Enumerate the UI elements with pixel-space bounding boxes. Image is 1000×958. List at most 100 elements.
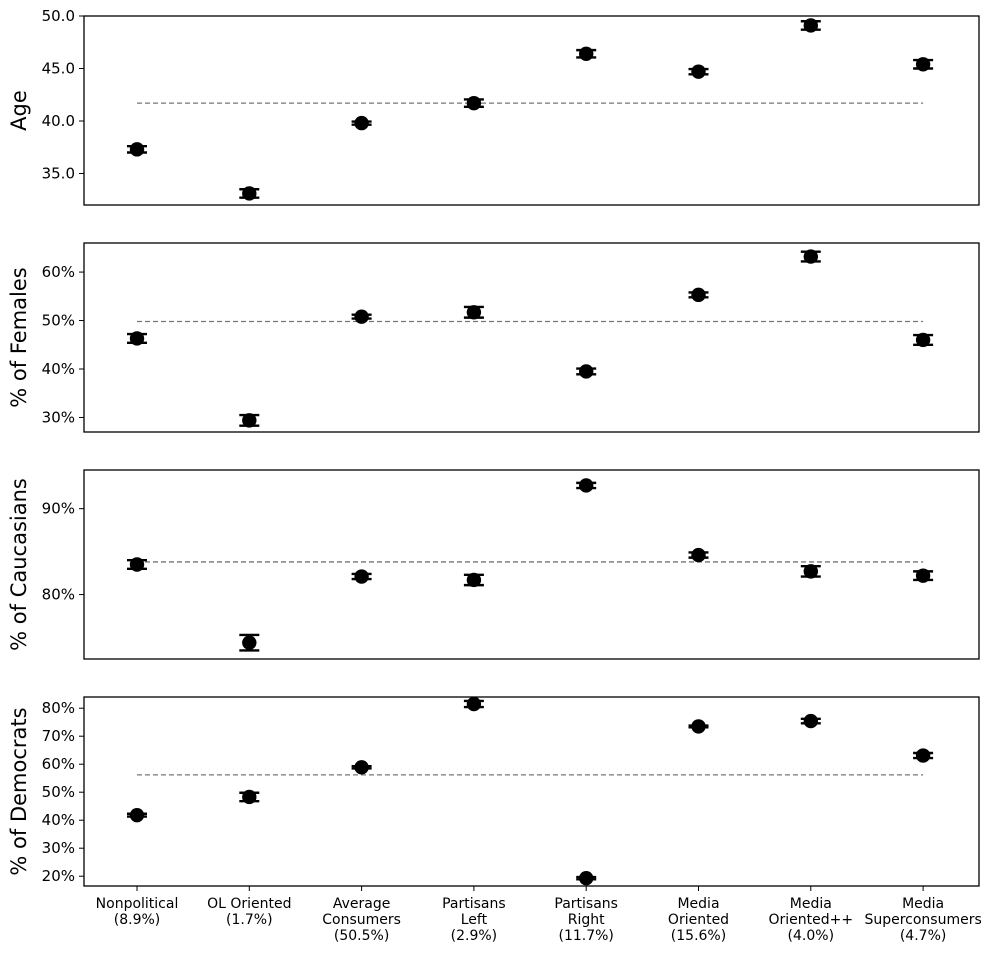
x-tick-label-line: (2.9%)	[451, 928, 498, 944]
data-marker	[354, 115, 369, 131]
data-marker	[691, 287, 706, 303]
x-tick-label-line: Oriented++	[768, 912, 853, 928]
data-point	[239, 413, 260, 428]
panel-2: 30% 40% 50% 60% % of Females	[7, 242, 980, 433]
y-tick-label: 50%	[42, 312, 75, 330]
x-tick-label-line: Oriented	[668, 912, 729, 928]
data-marker	[915, 748, 931, 763]
data-point	[463, 305, 484, 320]
x-tick-label-line: Nonpolitical	[96, 896, 179, 912]
data-marker	[691, 64, 706, 79]
data-marker	[466, 572, 482, 588]
panel-1: 35.0 40.0 45.0 50.0 Age	[7, 7, 980, 206]
axes-frame	[83, 242, 980, 433]
y-tick-label: 80%	[42, 586, 75, 604]
data-marker	[915, 332, 931, 348]
data-marker	[803, 713, 818, 729]
x-tick-label-line: Media	[790, 896, 832, 912]
data-point	[463, 95, 484, 111]
y-tick-label: 40.0	[42, 112, 75, 130]
data-marker	[915, 57, 931, 72]
y-tick-label: 40%	[42, 811, 75, 829]
y-tick-label: 90%	[42, 500, 75, 518]
x-tick-label-line: (8.9%)	[114, 912, 161, 928]
data-marker	[242, 789, 257, 805]
data-point	[351, 309, 372, 324]
data-marker	[466, 95, 482, 111]
data-marker	[242, 186, 257, 201]
data-point	[800, 249, 821, 264]
y-tick-label: 50.0	[42, 7, 75, 25]
data-marker	[354, 760, 369, 775]
y-tick-label: 70%	[42, 727, 75, 745]
data-point	[239, 186, 260, 201]
y-axis-label: % of Caucasians	[7, 478, 31, 651]
data-point	[800, 18, 821, 33]
data-marker	[579, 364, 594, 379]
y-tick-label: 80%	[42, 699, 75, 717]
panel-3: 80% 90% % of Caucasians	[7, 469, 980, 660]
data-marker	[579, 870, 594, 886]
x-tick-label-line: Media	[677, 896, 719, 912]
data-point	[576, 364, 597, 379]
data-marker	[691, 547, 706, 563]
data-point	[127, 557, 147, 572]
y-tick-label: 50%	[42, 783, 75, 801]
data-marker	[354, 569, 369, 584]
data-point	[688, 547, 709, 563]
data-point	[913, 332, 934, 348]
data-marker	[242, 635, 257, 650]
panel-4: 20% 30% 40% 50% 60% 70% 80% % of Democrats	[7, 696, 980, 891]
data-point	[800, 564, 821, 579]
data-marker	[579, 46, 594, 61]
x-tick-label-line: (15.6%)	[671, 928, 726, 944]
data-marker	[803, 564, 818, 579]
axes-frame	[83, 696, 980, 887]
x-tick-label-line: (1.7%)	[226, 912, 273, 928]
data-point	[463, 572, 484, 588]
data-point	[127, 142, 147, 157]
axes-frame	[83, 15, 980, 206]
data-marker	[691, 719, 706, 734]
data-marker	[354, 309, 369, 324]
x-tick-label-line: Left	[461, 912, 488, 928]
y-tick-label: 30%	[42, 408, 75, 426]
x-tick-label-line: (4.0%)	[788, 928, 835, 944]
data-point	[576, 46, 597, 61]
y-tick-label: 45.0	[42, 60, 75, 78]
data-point	[127, 331, 147, 346]
y-axis-label: % of Females	[7, 267, 31, 407]
data-marker	[242, 413, 257, 428]
data-marker	[466, 696, 482, 712]
data-point	[688, 64, 709, 79]
x-tick-label: Nonpolitical(8.9%)	[96, 896, 179, 928]
x-tick-label-line: OL Oriented	[207, 896, 291, 912]
data-marker	[803, 249, 818, 264]
y-tick-label: 20%	[42, 867, 75, 885]
data-point	[913, 568, 934, 583]
x-tick-label-line: (4.7%)	[900, 928, 947, 944]
data-point	[800, 713, 821, 729]
data-point	[351, 569, 372, 584]
data-marker	[129, 557, 145, 572]
y-tick-label: 60%	[42, 755, 75, 773]
x-tick-label-line: Superconsumers	[864, 912, 981, 928]
y-axis-label: % of Democrats	[7, 707, 31, 875]
data-point	[913, 748, 934, 763]
x-tick-label-line: Right	[568, 912, 605, 928]
data-point	[688, 287, 709, 303]
y-tick-label: 40%	[42, 360, 75, 378]
data-point	[351, 115, 372, 131]
x-tick-label-line: Average	[333, 896, 391, 912]
data-marker	[466, 305, 482, 320]
data-point	[239, 789, 260, 805]
data-marker	[129, 807, 145, 823]
x-tick-label-line: Partisans	[442, 896, 506, 912]
